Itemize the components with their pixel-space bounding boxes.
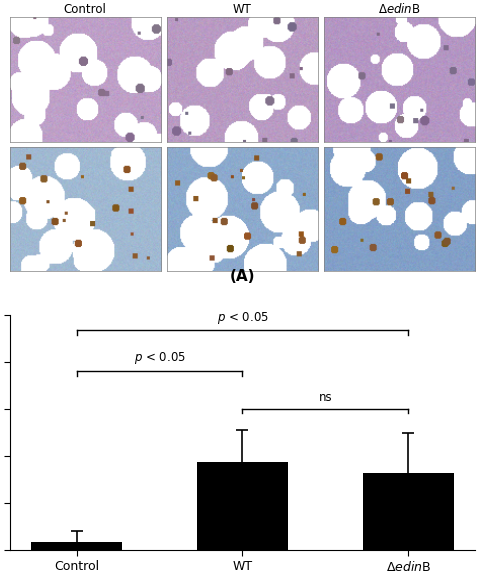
Title: $\Delta$$\it{edin}$B: $\Delta$$\it{edin}$B — [378, 2, 420, 16]
Title: WT: WT — [233, 3, 251, 16]
Text: $\it{p}$ < 0.05: $\it{p}$ < 0.05 — [133, 350, 185, 365]
Text: (A): (A) — [229, 269, 255, 284]
Text: $\it{p}$ < 0.05: $\it{p}$ < 0.05 — [216, 310, 268, 325]
Bar — [197, 462, 287, 550]
Title: Control: Control — [64, 3, 106, 16]
Bar — [362, 472, 453, 550]
Bar — [31, 542, 122, 550]
Text: ns: ns — [318, 391, 332, 404]
